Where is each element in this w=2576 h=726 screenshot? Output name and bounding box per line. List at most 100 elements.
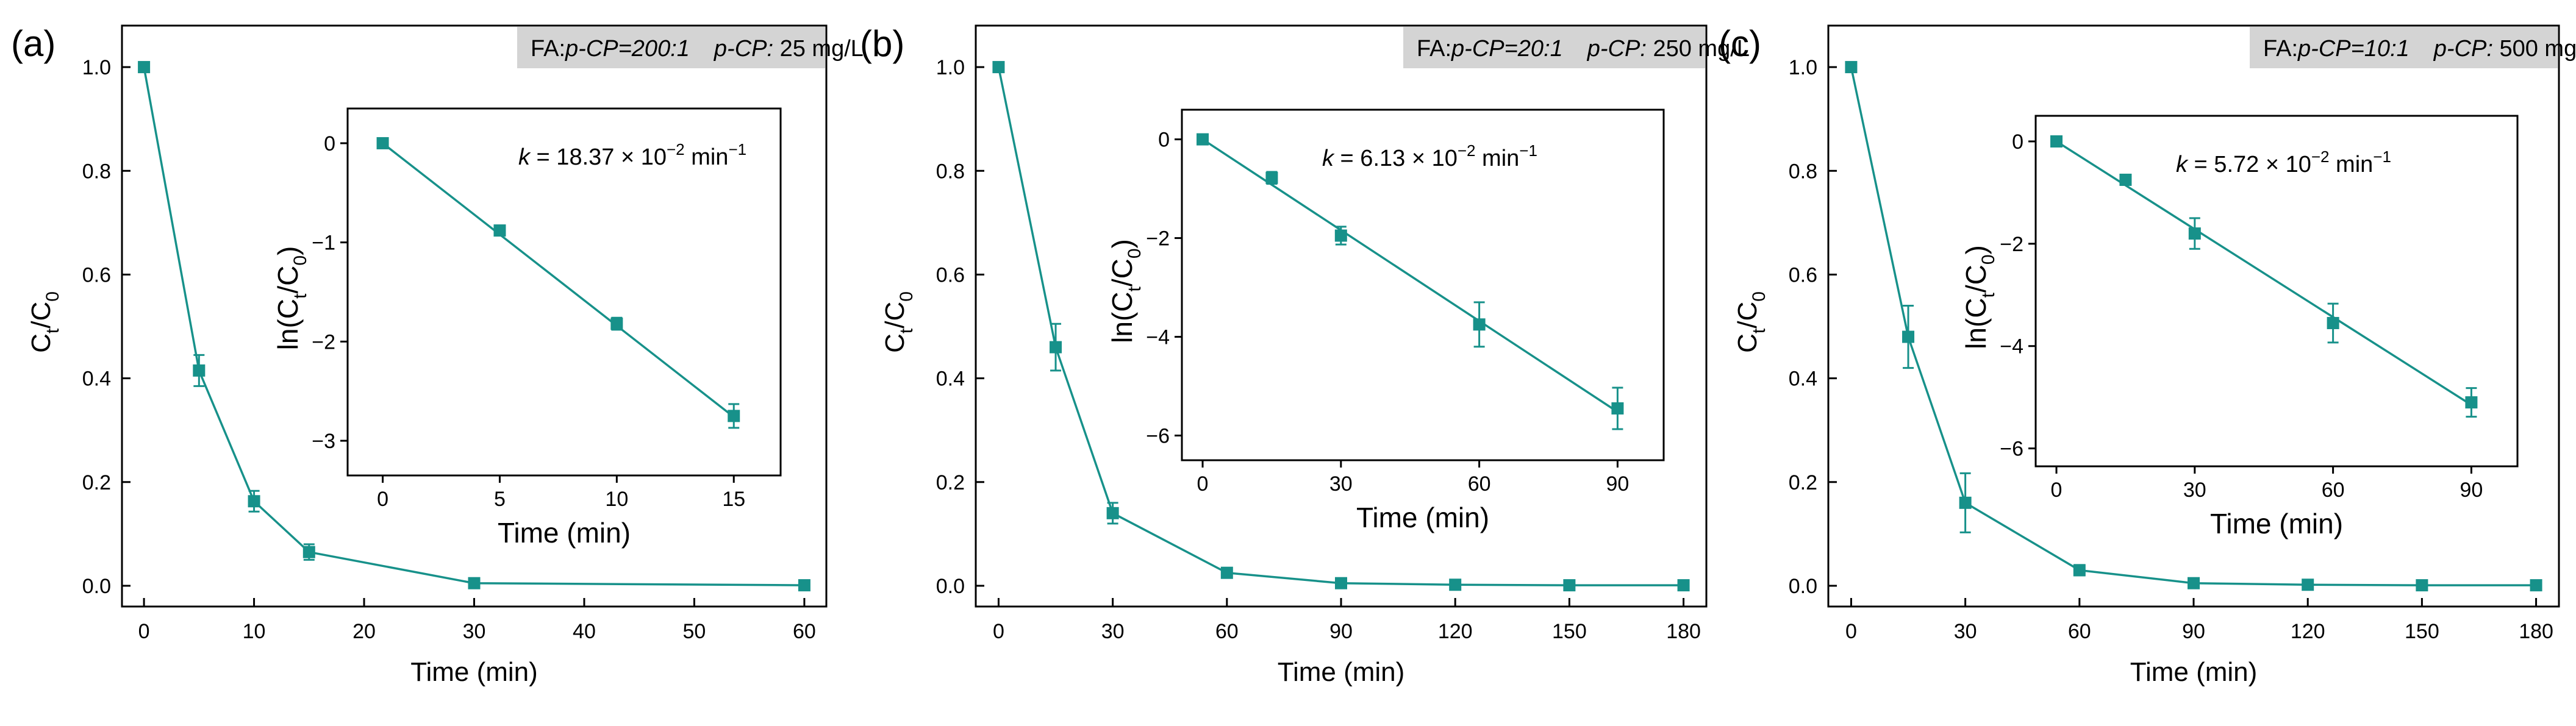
panel-label: (b) bbox=[860, 23, 904, 64]
inset-y-tick-label: 0 bbox=[1158, 129, 1170, 152]
ratio-prefix: FA: bbox=[1417, 36, 1451, 62]
label-part: /C bbox=[272, 266, 304, 294]
conc-prefix: p-CP: bbox=[714, 36, 773, 62]
label-part: ) bbox=[1106, 239, 1138, 248]
label-part: /C bbox=[26, 302, 56, 329]
subscript: 0 bbox=[1978, 254, 1998, 265]
y-tick-label: 0.2 bbox=[1789, 471, 1817, 494]
x-axis-title: Time (min) bbox=[2130, 657, 2258, 687]
conc-value: 500 mg/L bbox=[2493, 36, 2576, 62]
x-tick-label: 150 bbox=[1552, 620, 1587, 643]
x-tick-label: 120 bbox=[2291, 620, 2325, 643]
k-symbol: k bbox=[2176, 152, 2189, 177]
y-tick-label: 0.8 bbox=[936, 160, 965, 183]
inset-x-axis-title: Time (min) bbox=[2210, 508, 2343, 539]
condition-tag-bg bbox=[517, 27, 825, 68]
y-tick-label: 0.6 bbox=[936, 263, 965, 286]
chart-panel-1: (a) FA:p-CP=200:1 p-CP: 25 mg/L0 10 20 30 40 50… bbox=[11, 23, 864, 687]
x-tick-label: 60 bbox=[2068, 620, 2091, 643]
inset-data-point bbox=[2327, 316, 2339, 329]
inset-y-tick-label: −6 bbox=[1146, 425, 1170, 448]
condition-tag: FA:p-CP=200:1 p-CP: 25 mg/L bbox=[531, 36, 864, 62]
data-point bbox=[2073, 564, 2086, 577]
data-point bbox=[248, 495, 260, 508]
x-axis-title: Time (min) bbox=[410, 657, 538, 687]
ratio-prefix: FA: bbox=[2263, 36, 2298, 62]
inset-y-tick-label: −2 bbox=[1146, 227, 1170, 251]
label-part: C bbox=[26, 333, 56, 353]
inset-data-point bbox=[1197, 133, 1209, 146]
inset-y-tick-label: −2 bbox=[312, 330, 335, 354]
label-part: ln(C bbox=[1106, 292, 1138, 343]
x-tick-label: 30 bbox=[463, 620, 486, 643]
panel-label: (c) bbox=[1719, 23, 1761, 64]
inset-data-point bbox=[376, 137, 389, 149]
k-value: = 5.72 × 10 bbox=[2188, 152, 2311, 177]
inset-x-tick-label: 0 bbox=[2051, 479, 2063, 502]
label-part: ) bbox=[1960, 245, 1992, 254]
inset-y-axis-title: ln(Ct/C0) bbox=[272, 246, 310, 351]
ratio-value: p-CP=20:1 bbox=[1451, 36, 1563, 62]
conc-prefix: p-CP: bbox=[2433, 36, 2493, 62]
ratio-prefix: FA: bbox=[531, 36, 565, 62]
data-point bbox=[193, 364, 206, 377]
y-axis-title: Ct/C0 bbox=[26, 291, 63, 353]
fit-line bbox=[382, 142, 735, 418]
k-unit: min bbox=[685, 144, 729, 170]
data-point bbox=[1959, 496, 1972, 509]
data-point bbox=[1335, 577, 1347, 589]
data-point bbox=[2302, 578, 2314, 591]
inset-data-point bbox=[2465, 396, 2478, 409]
subscript: 0 bbox=[1749, 291, 1769, 302]
rate-constant-label: k = 18.37 × 10−2 min−1 bbox=[518, 140, 746, 170]
x-tick-label: 90 bbox=[1329, 620, 1353, 643]
inset-x-tick-label: 90 bbox=[1606, 472, 1629, 496]
y-tick-label: 0.8 bbox=[1789, 160, 1817, 183]
inset-x-tick-label: 30 bbox=[2183, 479, 2206, 502]
y-tick-label: 0.6 bbox=[1789, 263, 1817, 286]
inset-axes-frame bbox=[346, 107, 782, 477]
series-line bbox=[1850, 66, 2536, 586]
k-symbol: k bbox=[518, 144, 531, 170]
inset-data-point bbox=[1473, 318, 1486, 331]
x-tick-label: 180 bbox=[2519, 620, 2553, 643]
label-part: ) bbox=[272, 246, 304, 255]
y-tick-label: 1.0 bbox=[82, 56, 111, 79]
y-tick-label: 0.4 bbox=[1789, 368, 1817, 391]
inset-data-point bbox=[493, 224, 506, 237]
label-part: ln(C bbox=[1960, 298, 1992, 349]
subscript: t bbox=[1978, 293, 1998, 298]
y-axis-title: Ct/C0 bbox=[880, 291, 917, 353]
data-point bbox=[2188, 577, 2200, 589]
label-part: C bbox=[1733, 333, 1762, 353]
x-tick-label: 150 bbox=[2405, 620, 2439, 643]
k-unit: min bbox=[2330, 152, 2374, 177]
k-exponent: −2 bbox=[667, 140, 685, 158]
x-tick-label: 0 bbox=[138, 620, 150, 643]
inset-x-tick-label: 0 bbox=[1197, 472, 1209, 496]
inset-y-tick-label: −3 bbox=[312, 430, 335, 453]
y-tick-label: 0.8 bbox=[82, 160, 111, 183]
inset-x-tick-label: 0 bbox=[377, 488, 388, 511]
rate-constant-label: k = 6.13 × 10−2 min−1 bbox=[1322, 141, 1537, 171]
inset-y-tick-label: −6 bbox=[2000, 438, 2023, 461]
inset-x-axis-title: Time (min) bbox=[1356, 502, 1489, 533]
x-tick-label: 60 bbox=[793, 620, 816, 643]
y-tick-label: 0.2 bbox=[82, 471, 111, 494]
conc-prefix: p-CP: bbox=[1587, 36, 1647, 62]
inset-y-tick-label: −4 bbox=[1146, 326, 1170, 349]
inset-x-tick-label: 5 bbox=[494, 488, 506, 511]
conc-value: 25 mg/L bbox=[773, 36, 864, 62]
chart-panel-3: (c) FA:p-CP=10:1 p-CP: 500 mg/L 0 30 60 90 120 1… bbox=[1719, 23, 2576, 687]
panel-label: (a) bbox=[11, 23, 55, 64]
inset-y-tick-label: 0 bbox=[2012, 130, 2023, 154]
inset-y-axis-title: ln(Ct/C0) bbox=[1960, 245, 1998, 349]
k-unit: min bbox=[1476, 146, 1520, 171]
data-point bbox=[1845, 61, 1858, 74]
inset-x-axis-title: Time (min) bbox=[498, 517, 631, 549]
series-line bbox=[143, 66, 804, 586]
subscript: t bbox=[290, 293, 310, 299]
